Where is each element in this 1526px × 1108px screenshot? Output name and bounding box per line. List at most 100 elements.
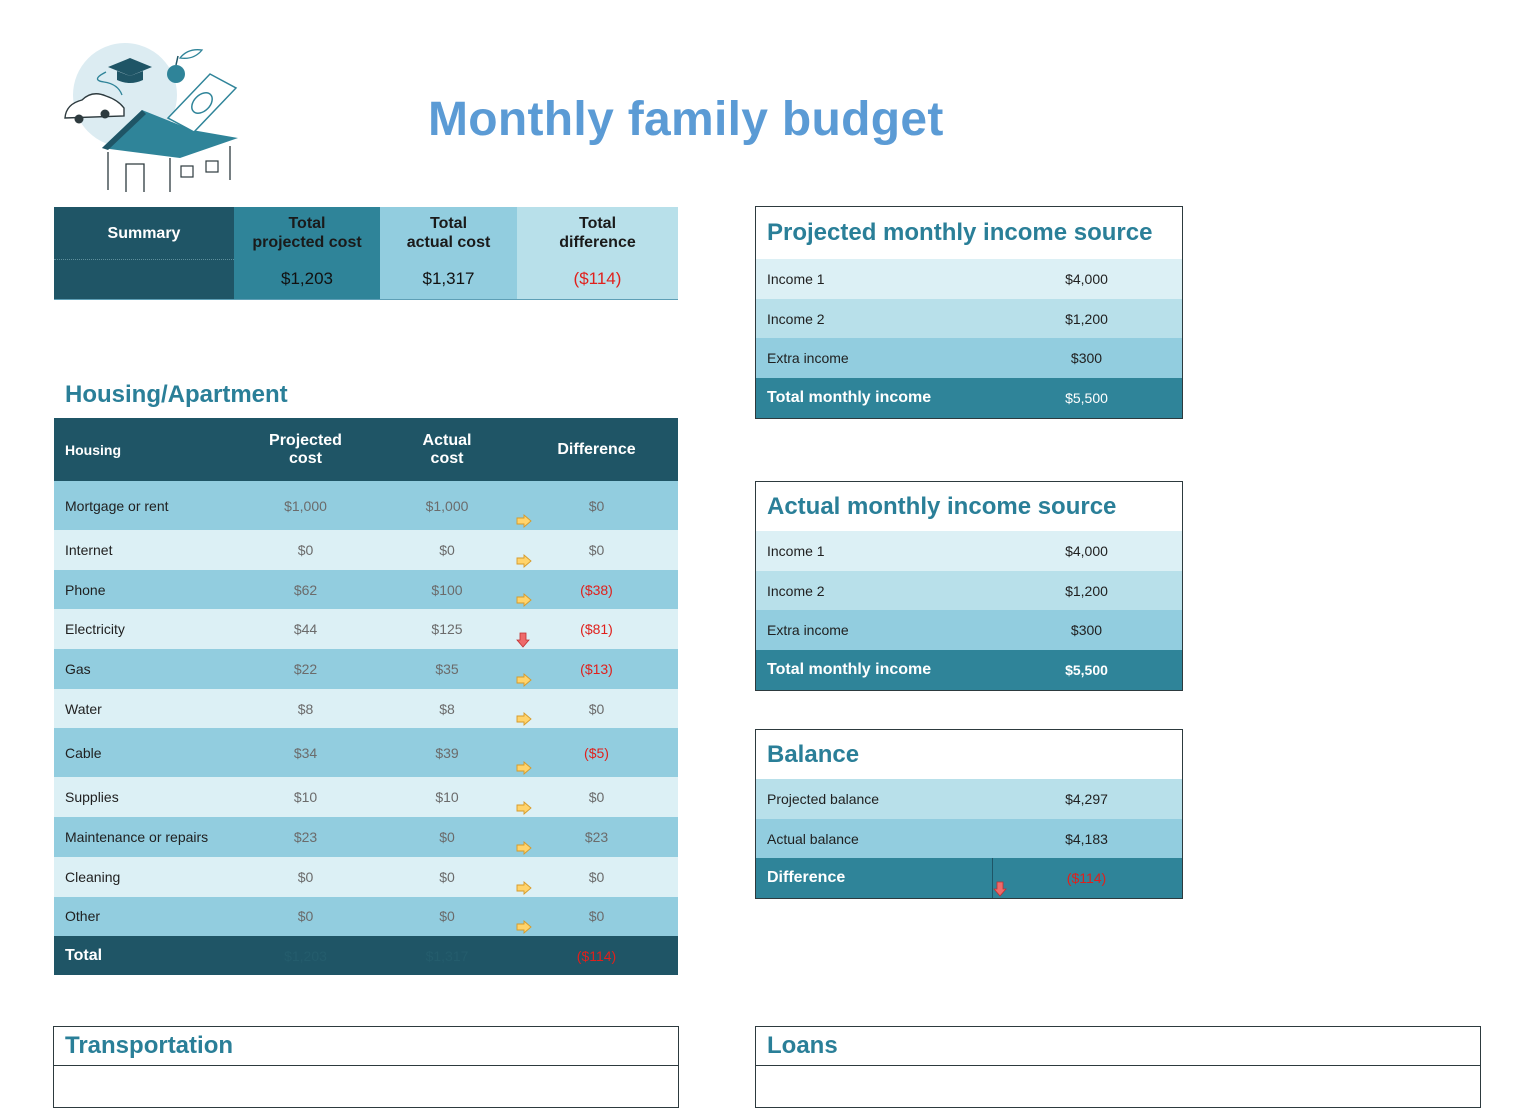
housing-total-actual: $1,317 (425, 947, 469, 964)
row-projected: $34 (293, 744, 318, 761)
family-house-illustration (64, 43, 238, 192)
row-name: Supplies (65, 789, 119, 806)
actual-income-title: Actual monthly income source (767, 492, 1117, 520)
housing-total-projected: $1,203 (284, 947, 327, 964)
arrow-right-icon (516, 514, 532, 528)
page-title: Monthly family budget (428, 93, 944, 146)
table-row: Water $8 $8 $0 (54, 688, 678, 729)
actual-income-row: Extra income $300 (756, 610, 1182, 651)
row-difference: $23 (584, 828, 609, 845)
income-name: Income 2 (767, 310, 825, 327)
income-name: Income 2 (767, 582, 825, 599)
housing-col-name: Housing (65, 441, 121, 458)
summary-blank-cell (54, 259, 234, 299)
income-name: Income 1 (767, 542, 825, 559)
projected-income-row: Income 1 $4,000 (756, 259, 1182, 299)
projected-income-title: Projected monthly income source (767, 219, 1153, 246)
row-projected: $22 (293, 660, 318, 677)
table-row: Phone $62 $100 ($38) (54, 569, 678, 610)
balance-box: Balance Projected balance $4,297 Actual … (755, 729, 1183, 900)
income-value: $1,200 (1065, 582, 1108, 599)
table-row: Cable $34 $39 ($5) (54, 728, 678, 778)
row-name: Other (65, 908, 101, 925)
arrow-down-icon (993, 881, 1007, 897)
row-name: Internet (65, 541, 113, 558)
projected-income-box: Projected monthly income source Income 1… (755, 206, 1183, 419)
housing-heading: Housing/Apartment (65, 381, 288, 408)
row-difference: $0 (588, 541, 605, 558)
row-projected: $23 (293, 828, 318, 845)
table-row: Maintenance or repairs $23 $0 $23 (54, 817, 678, 857)
income-value: $300 (1070, 350, 1103, 367)
housing-total-label: Total (65, 946, 103, 964)
row-name: Electricity (65, 621, 125, 638)
balance-row: Projected balance $4,297 (756, 779, 1182, 819)
projected-income-row: Extra income $300 (756, 338, 1182, 379)
arrow-right-icon (516, 672, 532, 687)
projected-income-total-row: Total monthly income $5,500 (756, 378, 1182, 418)
row-difference: $0 (588, 700, 605, 717)
loans-box: Loans (755, 1026, 1481, 1108)
row-actual: $1,000 (425, 497, 469, 514)
row-projected: $62 (293, 581, 318, 598)
row-projected: $10 (293, 789, 318, 806)
income-value: $300 (1070, 622, 1103, 639)
income-total-value: $5,500 (1065, 661, 1108, 678)
summary-header-projected: Total projected cost (234, 207, 380, 259)
row-difference: ($13) (580, 660, 613, 677)
arrow-right-icon (516, 593, 532, 608)
actual-income-box: Actual monthly income source Income 1 $4… (755, 481, 1183, 691)
balance-difference-row: Difference ($114) (756, 858, 1182, 899)
row-actual: $0 (439, 828, 455, 845)
row-actual: $0 (439, 541, 455, 558)
balance-difference-value: ($114) (1066, 870, 1107, 887)
arrow-right-icon (516, 761, 532, 776)
row-name: Mortgage or rent (65, 497, 169, 514)
row-projected: $44 (293, 621, 318, 638)
income-total-label: Total monthly income (767, 660, 932, 678)
table-row: Mortgage or rent $1,000 $1,000 $0 (54, 481, 678, 530)
row-actual: $8 (439, 700, 455, 717)
row-difference: $0 (588, 908, 605, 925)
row-actual: $39 (435, 744, 459, 761)
divider (992, 858, 993, 899)
balance-row: Actual balance $4,183 (756, 818, 1182, 859)
table-row: Gas $22 $35 ($13) (54, 649, 678, 689)
actual-income-total-row: Total monthly income $5,500 (756, 650, 1182, 690)
row-name: Cleaning (65, 868, 121, 885)
balance-difference-label: Difference (767, 869, 846, 887)
row-difference: ($5) (584, 744, 609, 761)
summary-label: Summary (54, 207, 234, 259)
row-difference: $0 (588, 868, 605, 885)
income-value: $4,000 (1065, 270, 1108, 287)
row-name: Water (65, 700, 102, 717)
actual-income-row: Income 1 $4,000 (756, 531, 1182, 571)
income-value: $1,200 (1065, 310, 1108, 327)
row-difference: ($81) (580, 621, 613, 638)
row-name: Phone (65, 581, 106, 598)
row-difference: ($38) (580, 581, 613, 598)
housing-table: Housing Projected cost Actual cost Differe… (54, 418, 678, 976)
housing-rows: Mortgage or rent $1,000 $1,000 $0 Internet $0… (54, 481, 678, 937)
arrow-right-icon (516, 920, 532, 935)
balance-value: $4,297 (1065, 790, 1108, 807)
loans-title: Loans (756, 1027, 1480, 1066)
summary-actual-value: $1,317 (380, 259, 517, 299)
summary-header-actual: Total actual cost (380, 207, 517, 259)
row-projected: $0 (297, 541, 314, 558)
transportation-title: Transportation (54, 1027, 678, 1066)
housing-header-row: Housing Projected cost Actual cost Differe… (54, 418, 678, 481)
housing-col-difference: Difference (557, 440, 636, 458)
row-difference: $0 (588, 789, 605, 806)
row-actual: $35 (435, 660, 459, 677)
row-projected: $0 (297, 868, 314, 885)
summary-header-difference: Total difference (517, 207, 678, 259)
income-name: Income 1 (767, 270, 825, 287)
summary-difference-value: ($114) (517, 259, 678, 299)
summary-table: Summary Total projected cost Total actual … (54, 207, 678, 300)
arrow-right-icon (516, 712, 532, 727)
income-total-label: Total monthly income (767, 388, 932, 406)
row-name: Maintenance or repairs (65, 828, 209, 845)
housing-col-actual: Actual cost (422, 431, 472, 467)
row-name: Gas (65, 660, 91, 677)
